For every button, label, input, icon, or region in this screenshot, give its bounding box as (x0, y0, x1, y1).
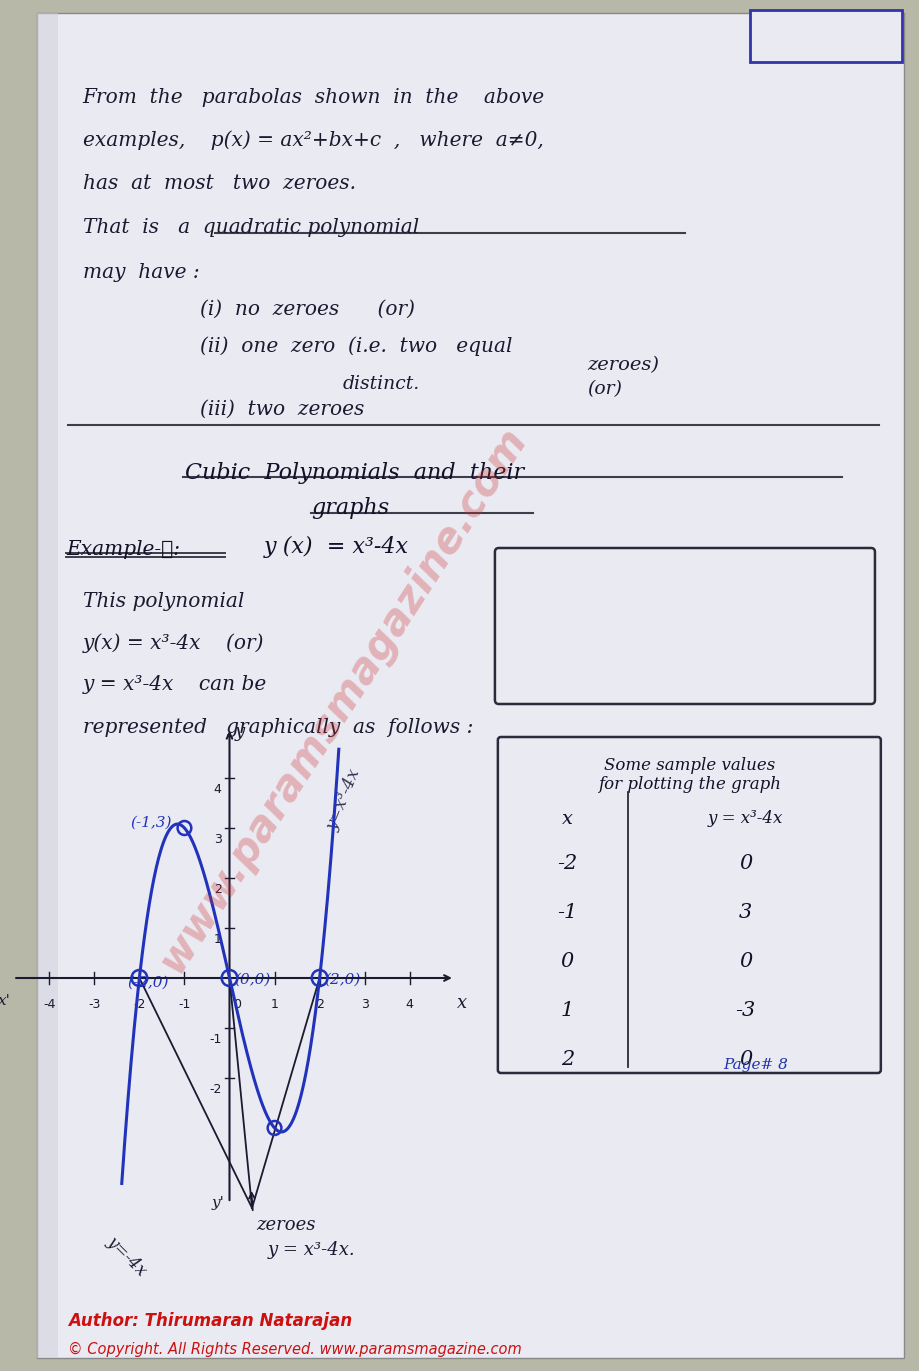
Text: 4: 4 (213, 783, 221, 797)
Text: 0: 0 (233, 998, 241, 1010)
Text: Note: Degree of this: Note: Degree of this (508, 568, 694, 585)
Text: y = x³-4x.: y = x³-4x. (267, 1241, 355, 1259)
Text: 3: 3 (360, 998, 369, 1010)
Text: 3: 3 (213, 834, 221, 846)
Text: (ii)  one  zero  (i.e.  two   equal: (ii) one zero (i.e. two equal (200, 336, 512, 355)
Text: distinct.: distinct. (342, 376, 419, 393)
Text: x': x' (0, 994, 11, 1008)
Text: (-2,0): (-2,0) (128, 976, 169, 990)
Text: © Copyright. All Rights Reserved. www.paramsmagazine.com: © Copyright. All Rights Reserved. www.pa… (68, 1342, 521, 1357)
Text: -3: -3 (734, 1001, 755, 1020)
Text: y (x)  = x³-4x: y (x) = x³-4x (264, 536, 408, 558)
Text: Page-8: Page-8 (794, 44, 856, 62)
Text: Example-ⓘ:: Example-ⓘ: (66, 540, 180, 559)
Text: y = x³-4x    can be: y = x³-4x can be (83, 675, 267, 694)
Text: Polynomial: Polynomial (508, 658, 608, 676)
Text: 0: 0 (561, 951, 573, 971)
Text: (0,0): (0,0) (234, 973, 270, 987)
Text: y = x³-4x: y = x³-4x (708, 810, 782, 827)
Text: Polynomial is 3.: Polynomial is 3. (508, 598, 652, 616)
FancyBboxPatch shape (497, 738, 879, 1073)
Text: 2: 2 (213, 883, 221, 897)
Text: -4: -4 (43, 998, 55, 1010)
Text: That  is   a  quadratic polynomial: That is a quadratic polynomial (83, 218, 418, 237)
Text: -1: -1 (557, 902, 577, 921)
Text: (2,0): (2,0) (324, 973, 360, 987)
Text: 2: 2 (315, 998, 323, 1010)
Text: represented   graphically  as  follows :: represented graphically as follows : (83, 718, 472, 738)
Text: zeroes): zeroes) (586, 356, 658, 374)
Text: -2: -2 (133, 998, 145, 1010)
Text: may  have :: may have : (83, 263, 199, 282)
Text: Cubic  Polynomials  and  their: Cubic Polynomials and their (186, 462, 524, 484)
Text: y=-4x: y=-4x (103, 1233, 150, 1279)
Text: 0: 0 (738, 1050, 752, 1069)
FancyBboxPatch shape (37, 12, 58, 1359)
Text: has  at  most   two  zeroes.: has at most two zeroes. (83, 174, 356, 193)
Text: zeroes: zeroes (256, 1216, 316, 1234)
Text: This polynomial: This polynomial (83, 592, 244, 611)
Text: x: x (562, 810, 573, 828)
Text: Author: Thirumaran Natarajan: Author: Thirumaran Natarajan (68, 1312, 352, 1330)
Text: (i)  no  zeroes      (or): (i) no zeroes (or) (200, 300, 414, 319)
Text: Page# 8: Page# 8 (722, 1058, 787, 1072)
Text: -2: -2 (557, 854, 577, 872)
Text: Some sample values: Some sample values (603, 757, 774, 775)
Text: -1: -1 (209, 1032, 221, 1046)
FancyBboxPatch shape (494, 548, 874, 703)
Text: x: x (456, 994, 466, 1012)
Text: y(x) = x³-4x    (or): y(x) = x³-4x (or) (83, 633, 264, 653)
FancyBboxPatch shape (37, 12, 903, 1359)
Text: 1: 1 (561, 1001, 573, 1020)
Text: (or): (or) (586, 380, 621, 398)
Text: 0: 0 (738, 854, 752, 872)
Text: -2: -2 (209, 1083, 221, 1095)
Text: (iii)  two  zeroes: (iii) two zeroes (200, 400, 364, 420)
Text: 3: 3 (738, 902, 752, 921)
FancyBboxPatch shape (749, 10, 902, 62)
Text: 4: 4 (405, 998, 414, 1010)
Text: y: y (234, 723, 244, 740)
Text: (-1,3): (-1,3) (130, 816, 172, 829)
Text: graphs: graphs (311, 498, 389, 520)
Text: -1: -1 (178, 998, 190, 1010)
Text: y=x³-4x: y=x³-4x (323, 766, 364, 832)
Text: -3: -3 (88, 998, 100, 1010)
Text: 0: 0 (738, 951, 752, 971)
Text: ∴ It is a cubic: ∴ It is a cubic (508, 628, 631, 646)
Text: 1: 1 (213, 934, 221, 946)
Text: for plotting the graph: for plotting the graph (597, 776, 780, 792)
Text: www.paramsmagazine.com: www.paramsmagazine.com (150, 420, 534, 980)
Text: From  the   parabolas  shown  in  the    above: From the parabolas shown in the above (83, 88, 544, 107)
Text: 1: 1 (270, 998, 278, 1010)
Text: y': y' (211, 1196, 224, 1211)
Text: 2: 2 (561, 1050, 573, 1069)
Text: examples,    p(x) = ax²+bx+c  ,   where  a≠0,: examples, p(x) = ax²+bx+c , where a≠0, (83, 130, 543, 149)
